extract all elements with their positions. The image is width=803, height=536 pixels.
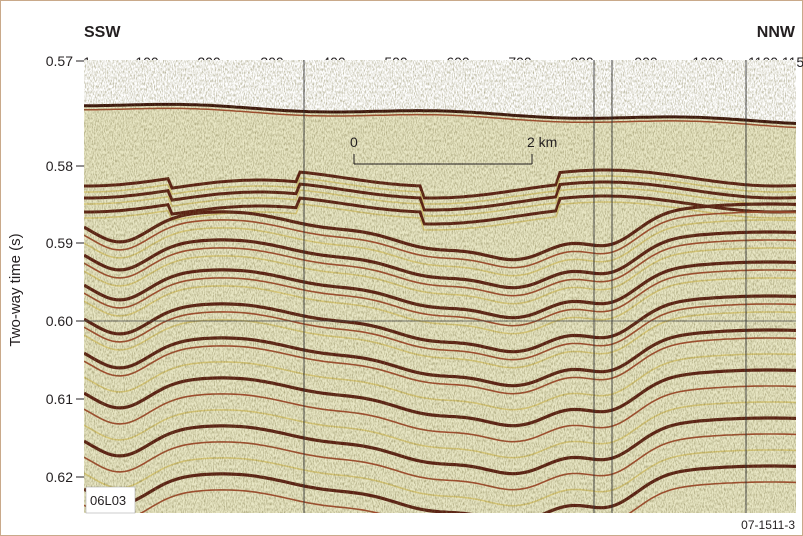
y-axis-label: Two-way time (s) <box>7 233 24 346</box>
y-tick-label-0.60: 0.60 <box>46 313 73 329</box>
seismic-section <box>84 60 796 513</box>
crossing-lines <box>303 60 747 513</box>
scale-bar-end-label: 2 km <box>527 134 557 150</box>
figure-id: 07-1511-3 <box>741 518 795 532</box>
line-label: 06L03 <box>90 493 126 508</box>
time-axis: 0.57 0.58 0.59 0.60 0.61 0.62 <box>46 53 84 485</box>
y-tick-label-0.58: 0.58 <box>46 158 73 174</box>
line-label-box <box>85 486 136 514</box>
y-tick-label-0.57: 0.57 <box>46 53 73 69</box>
y-tick-label-0.61: 0.61 <box>46 391 73 407</box>
y-tick-label-0.62: 0.62 <box>46 469 73 485</box>
y-tick-label-0.59: 0.59 <box>46 235 73 251</box>
scale-bar: 0 2 km <box>350 134 557 165</box>
seismic-noise <box>84 60 796 513</box>
direction-label-ssw: SSW <box>84 24 121 41</box>
scale-bar-start-label: 0 <box>350 134 358 150</box>
direction-label-nnw: NNW <box>757 24 796 41</box>
